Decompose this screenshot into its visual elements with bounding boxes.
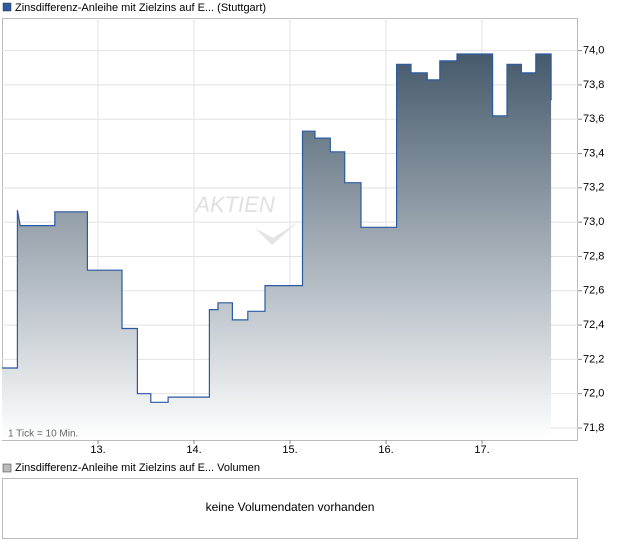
y-tick-label: 72,4 — [583, 319, 604, 331]
y-tick-label: 73,6 — [583, 113, 604, 125]
watermark: AKTIEN — [193, 192, 298, 245]
y-tick-label: 74,0 — [583, 44, 604, 56]
watermark-text: AKTIEN — [193, 192, 275, 217]
volume-message: keine Volumendaten vorhanden — [206, 500, 375, 514]
volume-legend-swatch — [2, 463, 12, 473]
y-tick-label: 73,8 — [583, 79, 604, 91]
y-tick-label: 71,8 — [583, 422, 604, 434]
legend-swatch — [2, 2, 12, 12]
tick-note: 1 Tick = 10 Min. — [8, 429, 78, 440]
y-tick-label: 72,2 — [583, 353, 604, 365]
y-tick-label: 73,0 — [583, 216, 604, 228]
line — [2, 53, 552, 403]
x-tick-label: 14. — [186, 444, 201, 456]
y-tick-label: 72,0 — [583, 388, 604, 400]
y-tick-label: 72,8 — [583, 250, 604, 262]
y-tick-label: 72,6 — [583, 285, 604, 297]
legend-label: Zinsdifferenz-Anleihe mit Zielzins auf E… — [15, 2, 266, 14]
volume-frame — [2, 478, 578, 539]
volume-legend-label: Zinsdifferenz-Anleihe mit Zielzins auf E… — [15, 462, 260, 474]
area — [2, 54, 552, 440]
x-tick-label: 17. — [474, 444, 489, 456]
y-tick-label: 73,2 — [583, 182, 604, 194]
x-tick-label: 16. — [378, 444, 393, 456]
y-tick-label: 73,4 — [583, 147, 604, 159]
watermark-check — [255, 222, 298, 245]
x-tick-label: 15. — [282, 444, 297, 456]
x-tick-label: 13. — [90, 444, 105, 456]
